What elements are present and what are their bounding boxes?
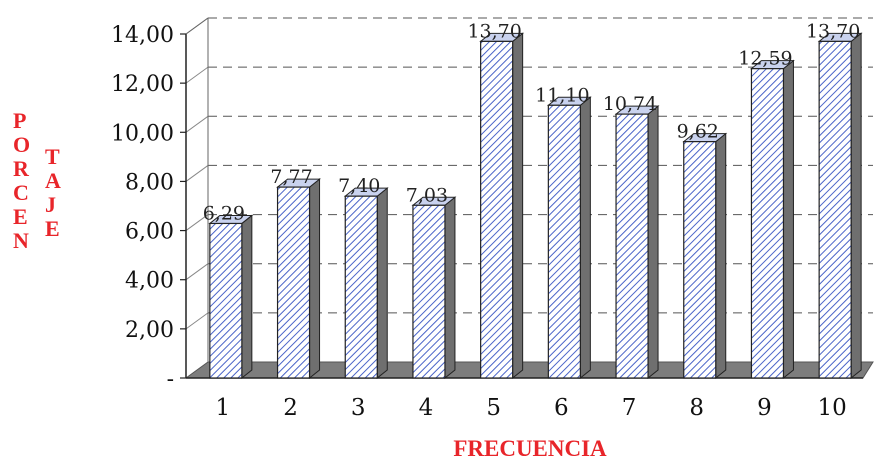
data-label: 11,10	[535, 84, 589, 106]
bar	[682, 132, 728, 380]
bars	[208, 32, 863, 380]
y-tick-label: 4,00	[125, 269, 174, 294]
data-label: 7,40	[338, 175, 380, 197]
y-axis-label-letter: N	[13, 228, 29, 253]
x-tick-label: 6	[554, 395, 569, 421]
bar	[479, 32, 525, 380]
y-tick-label: 10,00	[111, 121, 174, 146]
x-tick-label: 1	[216, 395, 231, 421]
y-axis-label-letter: O	[13, 132, 31, 157]
data-label: 10,74	[603, 93, 657, 115]
x-tick-label: 4	[419, 395, 434, 421]
bar	[546, 96, 592, 380]
x-tick-label: 10	[818, 395, 847, 421]
bar	[276, 178, 321, 380]
data-label: 6,29	[203, 202, 245, 224]
data-label: 12,59	[738, 48, 792, 70]
y-axis-label-letter: P	[13, 108, 27, 133]
x-tick-label: 3	[351, 395, 366, 421]
y-axis-label-letter: T	[45, 144, 60, 169]
data-label: 13,70	[806, 20, 860, 42]
data-label: 9,62	[677, 121, 719, 143]
x-tick-label: 2	[283, 395, 298, 421]
bar	[208, 214, 254, 380]
y-axis-label-letter: J	[45, 192, 56, 217]
x-tick-label: 9	[757, 395, 772, 421]
x-tick-label: 5	[486, 395, 501, 421]
bar	[343, 187, 389, 380]
data-labels: 6,29 7,77 7,40 7,03 13,70 11,10 10,74 9,62 12,59…	[203, 20, 861, 224]
y-tick-label: 6,00	[125, 220, 174, 245]
y-tick-label: 14,00	[111, 23, 174, 48]
bar	[411, 196, 457, 380]
bar	[750, 59, 795, 380]
y-axis-tick-labels: - 2,00 4,00 6,00 8,00 10,00 12,00 14,00	[111, 23, 174, 392]
data-label: 7,03	[406, 184, 448, 206]
x-tick-label: 8	[689, 395, 704, 421]
data-label: 13,70	[467, 20, 521, 42]
y-tick-label: 8,00	[125, 170, 174, 195]
y-axis-label-letter: A	[45, 168, 61, 193]
x-axis-title: FRECUENCIA	[453, 436, 607, 461]
y-tick-label: 2,00	[125, 318, 174, 343]
y-tick-label: -	[167, 367, 174, 392]
x-tick-label: 7	[622, 395, 637, 421]
data-label: 7,77	[270, 166, 312, 188]
x-axis-tick-labels: 1 2 3 4 5 6 7 8 9 10	[216, 395, 847, 421]
y-axis-label-letter: C	[13, 180, 29, 205]
bar	[614, 105, 660, 380]
y-tick-label: 12,00	[111, 72, 174, 97]
y-axis-label-letter: R	[13, 156, 29, 181]
y-axis-label-letter: E	[13, 204, 28, 229]
y-axis-label-letter: E	[45, 216, 60, 241]
bar	[817, 32, 863, 380]
